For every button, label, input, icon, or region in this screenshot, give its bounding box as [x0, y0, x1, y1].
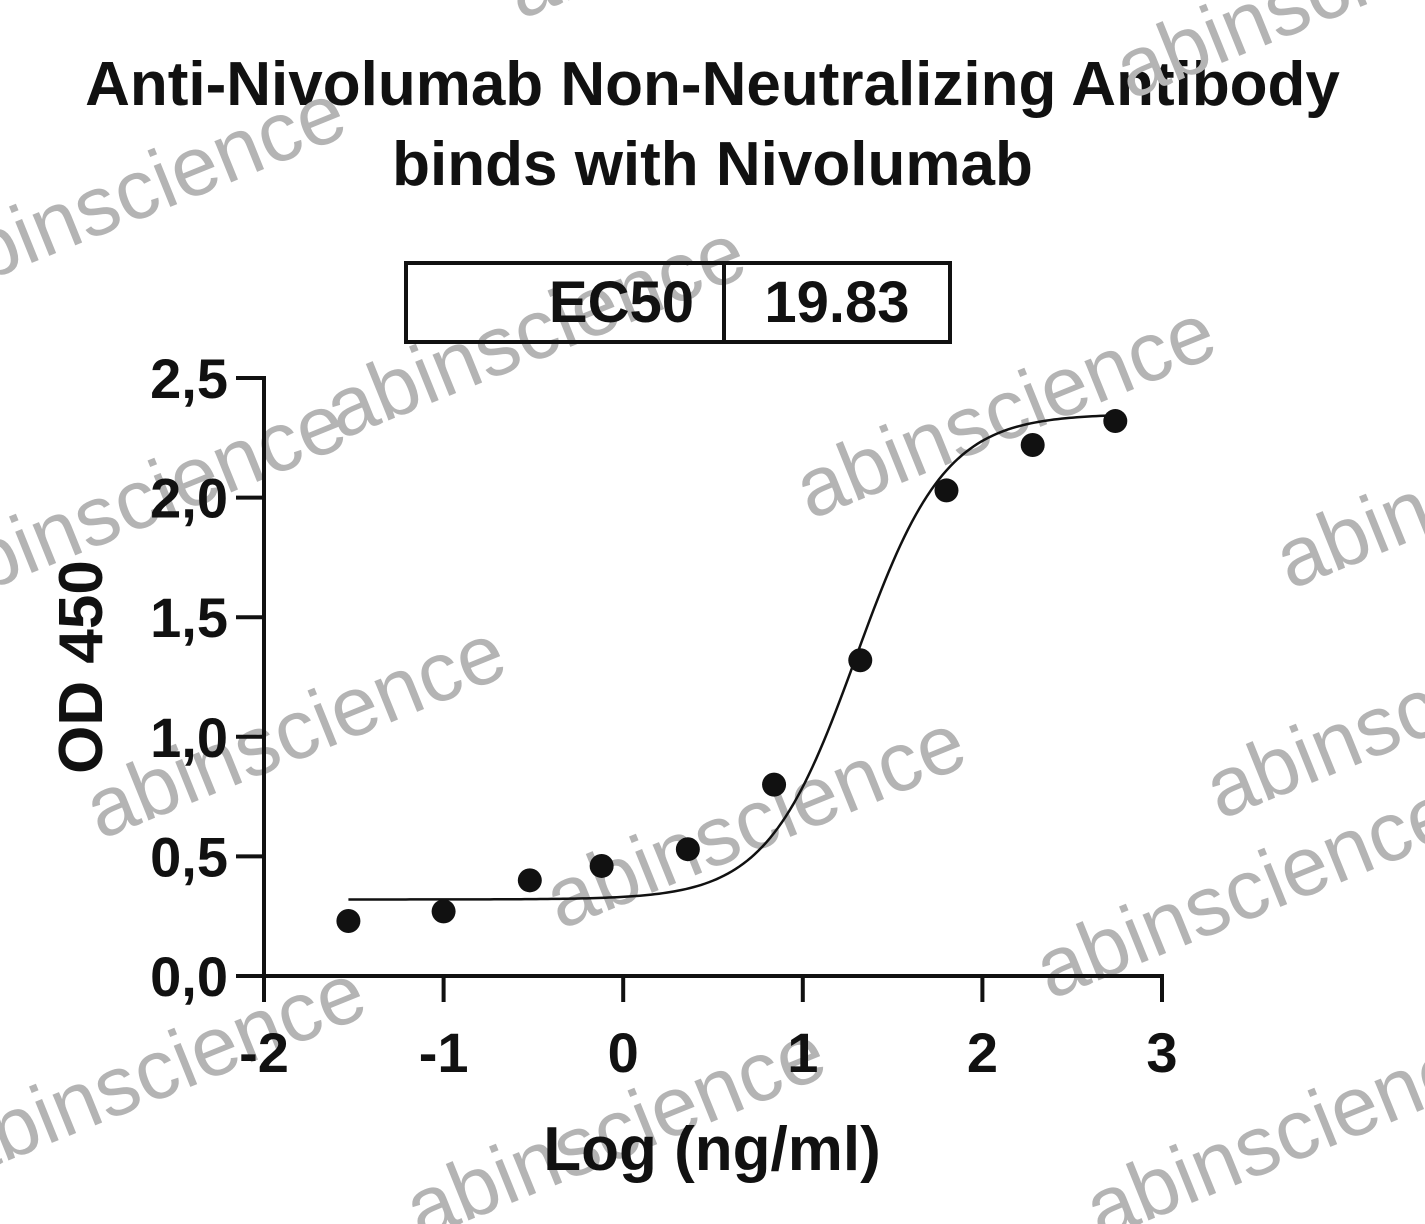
watermark-text-1: abinscience: [1102, 0, 1425, 117]
y-axis-title: OD 450: [47, 560, 116, 774]
axes: 0,0 0,5 1,0 1,5 2,0 2,5 -2 -1 0 1 2 3: [150, 347, 1177, 1084]
x-axis-title: Log (ng/ml): [543, 1115, 880, 1184]
data-point-4: [675, 837, 700, 862]
fit-curve: [348, 414, 1116, 901]
watermark-text-13: abinscience: [1072, 1003, 1425, 1224]
data-point-8: [1020, 432, 1045, 457]
chart-title-line-2: binds with Nivolumab: [392, 130, 1033, 199]
data-point-2: [517, 868, 542, 893]
data-point-5: [762, 772, 787, 797]
fit-curve-layer: [348, 414, 1116, 901]
x-tick-label-4: 2: [967, 1021, 998, 1084]
watermark-text-0: abinscience: [492, 0, 939, 37]
data-point-7: [934, 478, 959, 503]
watermark-text-7: abinscience: [72, 603, 519, 856]
y-tick-label-1: 0,5: [150, 825, 228, 888]
x-tick-label-5: 3: [1146, 1021, 1177, 1084]
data-points: [336, 409, 1128, 933]
ec50-table: EC50 19.83: [404, 261, 952, 344]
data-point-3: [589, 853, 614, 878]
x-tick-label-2: 0: [608, 1021, 639, 1084]
data-point-9: [1103, 409, 1128, 434]
y-tick-label-3: 1,5: [150, 586, 228, 649]
y-tick-label-0: 0,0: [150, 945, 228, 1008]
y-tick-label-4: 2,0: [150, 467, 228, 530]
x-tick-label-1: -1: [419, 1021, 469, 1084]
x-tick-label-3: 1: [787, 1021, 818, 1084]
y-tick-label-5: 2,5: [150, 347, 228, 410]
x-tick-label-0: -2: [239, 1021, 289, 1084]
y-tick-label-2: 1,0: [150, 706, 228, 769]
data-point-6: [848, 648, 873, 673]
watermark-text-8: abinscience: [532, 693, 979, 946]
ec50-label-cell: EC50: [408, 265, 726, 340]
ec50-value: 19.83: [764, 270, 910, 335]
watermark-text-2: abinscience: [0, 63, 358, 316]
data-point-1: [431, 899, 456, 924]
ec50-label: EC50: [548, 270, 694, 335]
data-point-0: [336, 908, 361, 933]
watermark-text-5: abinscience: [1262, 353, 1425, 606]
chart-title-line-1: Anti-Nivolumab Non-Neutralizing Antibody: [85, 50, 1340, 119]
ec50-value-cell: 19.83: [726, 265, 948, 340]
